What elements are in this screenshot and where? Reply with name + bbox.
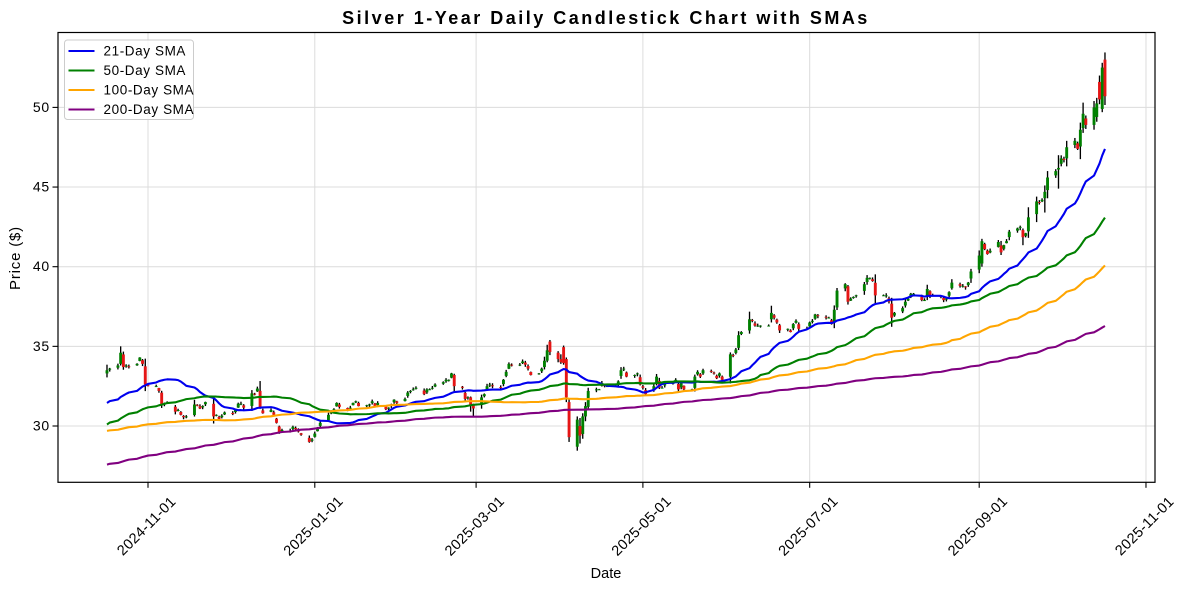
svg-text:30: 30 <box>33 418 50 434</box>
svg-text:21-Day SMA: 21-Day SMA <box>104 44 187 59</box>
svg-text:100-Day SMA: 100-Day SMA <box>104 83 195 98</box>
svg-text:Price ($): Price ($) <box>7 226 24 290</box>
svg-text:200-Day SMA: 200-Day SMA <box>104 102 195 117</box>
svg-text:40: 40 <box>33 258 50 274</box>
svg-text:50-Day SMA: 50-Day SMA <box>104 63 187 78</box>
svg-text:45: 45 <box>33 179 50 195</box>
svg-text:35: 35 <box>33 338 50 354</box>
svg-text:Date: Date <box>591 566 622 582</box>
svg-text:50: 50 <box>33 99 50 115</box>
svg-text:Silver 1-Year Daily Candlestic: Silver 1-Year Daily Candlestick Chart wi… <box>342 8 870 28</box>
